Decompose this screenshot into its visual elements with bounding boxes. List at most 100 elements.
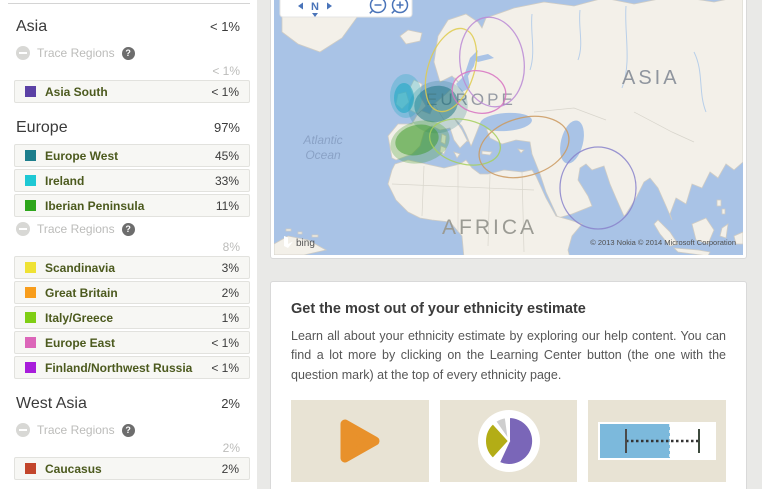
zoom-out-icon[interactable] — [369, 0, 387, 14]
section-label: Europe — [16, 119, 68, 136]
section-label: West Asia — [16, 395, 87, 412]
pan-south-icon[interactable] — [312, 13, 318, 17]
trace-regions-toggle[interactable]: Trace Regions ? — [14, 43, 250, 62]
map-controls: N — [279, 0, 413, 18]
help-card-play[interactable] — [291, 400, 429, 483]
region-value: 2% — [221, 461, 239, 476]
map-attribution: © 2013 Nokia © 2014 Microsoft Corporatio… — [590, 238, 736, 247]
ethnicity-list: Asia < 1% Trace Regions ? < 1% Asia Sout… — [14, 4, 250, 480]
compass-control[interactable]: N — [298, 1, 332, 17]
overlay-caucasus — [478, 115, 570, 179]
help-body: Learn all about your ethnicity estimate … — [291, 329, 726, 382]
range-plot-icon — [598, 422, 717, 461]
overlay-finland-nw-russia — [459, 16, 525, 108]
trace-regions-toggle[interactable]: Trace Regions ? — [14, 420, 250, 439]
region-color-swatch — [25, 86, 36, 97]
region-value: < 1% — [211, 84, 239, 99]
region-value: < 1% — [211, 335, 239, 350]
collapse-icon[interactable] — [16, 222, 30, 236]
map-africa — [387, 159, 583, 255]
pan-east-icon[interactable] — [327, 2, 332, 10]
region-label: Asia South — [45, 84, 108, 99]
bing-icon[interactable] — [284, 236, 293, 248]
overlay-asia-south — [559, 146, 637, 230]
trace-regions-label: Trace Regions — [37, 423, 115, 437]
help-card-pie[interactable] — [439, 400, 578, 483]
pan-west-icon[interactable] — [298, 2, 303, 10]
zoom-controls — [369, 0, 409, 14]
region-color-swatch — [25, 200, 36, 211]
region-value: 2% — [221, 285, 239, 300]
section-header: West Asia 2% — [14, 381, 250, 420]
map-label-ocean-1: Atlantic — [302, 133, 342, 147]
section-value: 2% — [221, 396, 240, 411]
map-canvas[interactable]: EUROPE ASIA AFRICA Atlantic Ocean — [274, 0, 743, 255]
section-header: Europe 97% — [14, 105, 250, 144]
region-row[interactable]: Europe West 45% — [14, 144, 250, 167]
help-question-icon[interactable]: ? — [121, 423, 135, 437]
region-color-swatch — [25, 312, 36, 323]
ethnicity-map-panel: EUROPE ASIA AFRICA Atlantic Ocean — [270, 0, 747, 259]
region-color-swatch — [25, 463, 36, 474]
trace-regions-label: Trace Regions — [37, 46, 115, 60]
overlay-scandinavia — [424, 27, 478, 113]
ethnicity-sidebar: Asia < 1% Trace Regions ? < 1% Asia Sout… — [0, 0, 257, 489]
trace-regions-toggle[interactable]: Trace Regions ? — [14, 219, 250, 238]
region-row[interactable]: Asia South < 1% — [14, 80, 250, 103]
pie-chart-icon — [477, 410, 540, 473]
map-rivers — [529, 5, 707, 113]
help-title: Get the most out of your ethnicity estim… — [291, 301, 586, 317]
region-value: 11% — [215, 198, 239, 213]
bing-logo-text[interactable]: bing — [296, 238, 315, 249]
compass-north-label: N — [311, 1, 319, 13]
region-row[interactable]: Scandinavia 3% — [14, 256, 250, 279]
region-value: 1% — [221, 310, 239, 325]
region-label: Europe East — [45, 335, 116, 350]
collapse-icon[interactable] — [16, 46, 30, 60]
region-value: 33% — [214, 173, 239, 188]
region-label: Scandinavia — [45, 260, 116, 275]
map-trace-overlays — [424, 16, 637, 230]
region-row[interactable]: Italy/Greece 1% — [14, 306, 250, 329]
trace-total-value: 8% — [222, 240, 240, 254]
region-color-swatch — [25, 287, 36, 298]
help-panel: Get the most out of your ethnicity estim… — [270, 281, 747, 489]
trace-total-value: < 1% — [212, 64, 240, 78]
region-label: Iberian Peninsula — [45, 198, 145, 213]
region-label: Europe West — [45, 148, 119, 163]
map-label-ocean-2: Ocean — [305, 148, 341, 162]
map-ethnicity-overlays — [390, 74, 468, 164]
region-label: Italy/Greece — [45, 310, 114, 325]
help-question-icon[interactable]: ? — [121, 46, 135, 60]
help-question-icon[interactable]: ? — [121, 222, 135, 236]
region-value: < 1% — [211, 360, 239, 375]
region-row[interactable]: Finland/Northwest Russia < 1% — [14, 356, 250, 379]
region-value: 3% — [221, 260, 239, 275]
trace-regions-label: Trace Regions — [37, 222, 115, 236]
help-card-range[interactable] — [588, 400, 727, 483]
play-icon — [340, 419, 380, 463]
section-label: Asia — [16, 18, 48, 35]
overlay-ireland — [394, 83, 414, 113]
map-label-asia: ASIA — [622, 67, 680, 89]
region-row[interactable]: Great Britain 2% — [14, 281, 250, 304]
overlay-europe-east — [451, 70, 507, 114]
region-row[interactable]: Europe East < 1% — [14, 331, 250, 354]
collapse-icon[interactable] — [16, 423, 30, 437]
overlay-italy-greece — [429, 118, 501, 166]
region-label: Caucasus — [45, 461, 102, 476]
section-value: 97% — [213, 120, 240, 135]
section-value: < 1% — [210, 19, 240, 34]
map-footer: bing © 2013 Nokia © 2014 Microsoft Corpo… — [284, 236, 736, 249]
overlay-europe-west — [414, 85, 458, 123]
region-row[interactable]: Caucasus 2% — [14, 457, 250, 480]
section-header: Asia < 1% — [14, 4, 250, 43]
region-row[interactable]: Ireland 33% — [14, 169, 250, 192]
region-color-swatch — [25, 337, 36, 348]
region-label: Finland/Northwest Russia — [45, 360, 193, 375]
overlay-iberia — [395, 124, 439, 156]
help-cards — [291, 400, 727, 483]
region-color-swatch — [25, 262, 36, 273]
region-row[interactable]: Iberian Peninsula 11% — [14, 194, 250, 217]
region-color-swatch — [25, 362, 36, 373]
